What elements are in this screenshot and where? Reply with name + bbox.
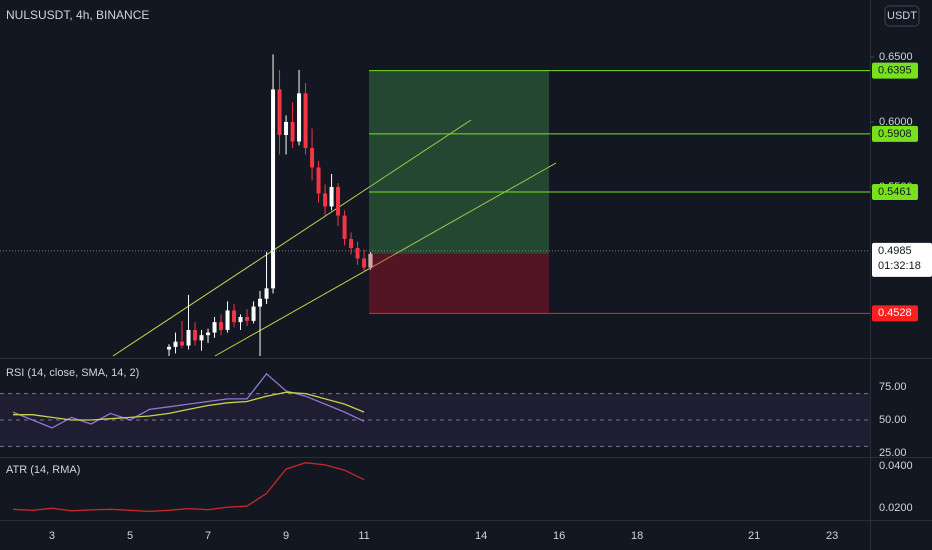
currency-label[interactable]: USDT [887,10,917,22]
y-tick-label: 0.6500 [879,51,913,63]
x-tick-label: 9 [283,530,289,542]
candle-body [238,316,243,323]
candle-body [329,186,334,207]
y-tick-label: 75.00 [879,381,907,393]
y-tick-label: 0.0200 [879,502,913,514]
candle-body [173,341,178,347]
candle-body [232,310,237,323]
candle-body [342,215,347,239]
candle-body [297,93,302,142]
profit-zone [369,70,549,254]
candle-body [271,89,276,289]
x-tick-label: 5 [127,530,133,542]
candle-body [212,322,217,333]
atr-title: ATR (14, RMA) [6,464,80,476]
x-tick-label: 11 [358,530,369,542]
channel-line [214,162,557,357]
y-tick-label: 0.6000 [879,116,913,128]
symbol-title: NULSUSDT, 4h, BINANCE [6,8,149,22]
candle-body [199,335,204,341]
currency-button[interactable] [884,5,920,27]
candle-body [310,147,315,168]
candle-body [167,346,172,350]
y-tick-label: 25.00 [879,447,907,459]
candle-body [180,341,185,346]
candle-body [193,329,198,341]
candle-body [245,316,250,321]
candle-body [316,167,321,194]
target-label-bg [872,184,918,201]
indicator-line [13,391,365,421]
candle-body [355,248,360,259]
channel-line [112,119,472,357]
y-tick-label: 50.00 [879,414,907,426]
target-label-bg [872,125,918,142]
x-tick-label: 14 [475,530,487,542]
candle-body [323,193,328,207]
countdown-label: 01:32:18 [878,260,921,272]
candle-body [290,121,295,142]
target-label-bg [872,62,918,79]
x-tick-label: 21 [748,530,760,542]
candle-body [336,186,341,216]
price-label-bg [872,242,932,277]
loss-zone [369,253,549,314]
candle-body [186,329,191,346]
candle-body [251,306,256,321]
stop-label-bg [872,305,918,322]
candle-body [258,298,263,307]
rsi-title: RSI (14, close, SMA, 14, 2) [6,367,139,379]
y-tick-label: 0.0400 [879,460,913,472]
indicator-line [12,372,365,429]
target-label: 0.5461 [878,186,912,198]
candle-body [206,332,211,336]
candle-body [368,253,373,268]
candle-body [225,310,230,330]
price-label: 0.4985 [878,245,912,257]
x-tick-label: 3 [49,530,55,542]
candle-body [303,93,308,148]
candle-body [284,121,289,135]
indicator-line [12,462,365,513]
candle-body [264,288,269,299]
candle-body [349,238,354,249]
target-label: 0.5908 [878,128,912,140]
x-tick-label: 18 [631,530,643,542]
candle-body [219,322,224,330]
x-tick-label: 16 [553,530,565,542]
candle-body [277,89,282,135]
stop-label: 0.4528 [878,307,912,319]
x-tick-label: 7 [205,530,211,542]
target-label: 0.6395 [878,65,912,77]
candle-body [362,258,367,268]
x-tick-label: 23 [826,530,838,542]
